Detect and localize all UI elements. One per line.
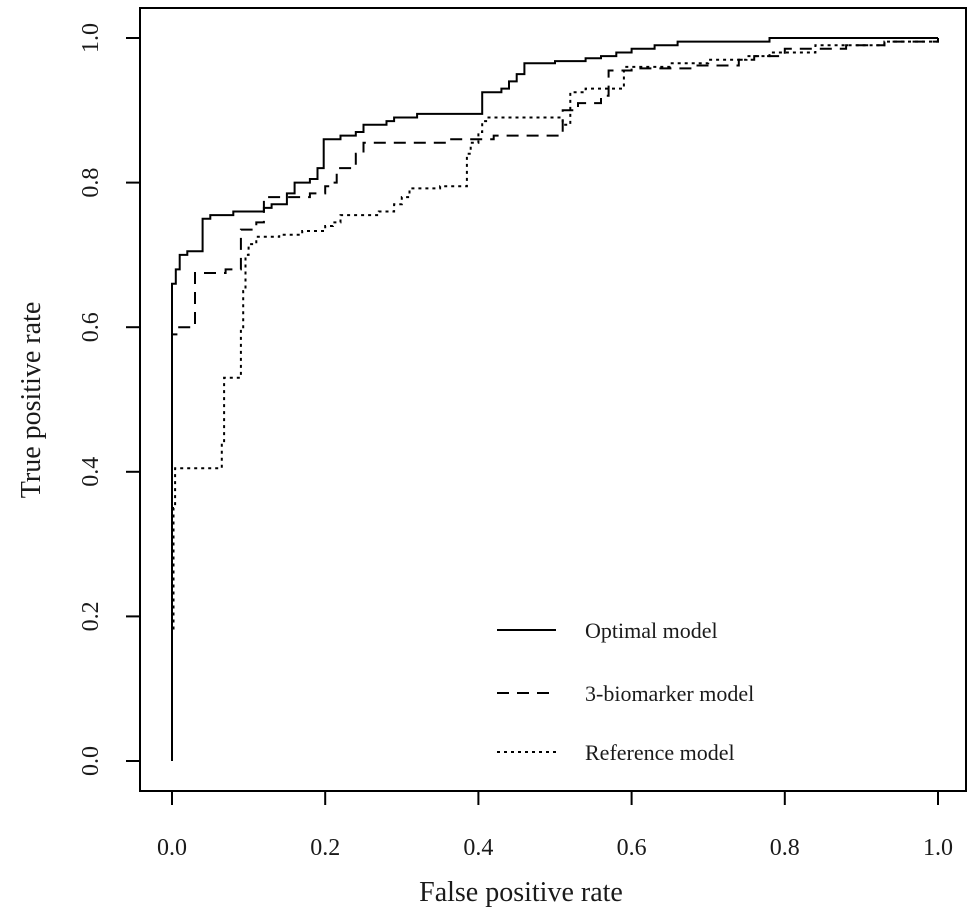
x-axis: 0.0 0.2 0.4 0.6 0.8 1.0: [157, 790, 953, 861]
series-line-reference-model: [171, 38, 939, 761]
x-axis-title: False positive rate: [419, 877, 623, 908]
y-tick-label: 0.2: [78, 601, 104, 631]
x-tick-label: 0.0: [157, 835, 187, 861]
series-line-3-biomarker-model: [171, 38, 939, 761]
legend-label-reference: Reference model: [585, 740, 735, 765]
y-tick-label: 0.0: [78, 746, 104, 776]
y-tick-label: 1.0: [78, 23, 104, 53]
x-tick-label: 0.8: [770, 835, 800, 861]
series-layer: [171, 37, 939, 761]
legend: Optimal model 3-biomarker model Referenc…: [497, 618, 754, 765]
y-tick-label: 0.8: [78, 168, 104, 198]
x-tick-label: 1.0: [923, 835, 953, 861]
y-axis: 0.0 0.2 0.4 0.6 0.8 1.0: [78, 23, 141, 776]
y-axis-title: True positive rate: [16, 302, 47, 499]
series-line-optimal-model: [171, 37, 938, 761]
legend-label-3-biomarker: 3-biomarker model: [585, 681, 754, 706]
y-tick-label: 0.4: [78, 457, 104, 487]
plot-frame: [139, 7, 967, 792]
x-tick-label: 0.4: [463, 835, 493, 861]
x-tick-label: 0.2: [310, 835, 340, 861]
y-tick-label: 0.6: [78, 312, 104, 342]
x-tick-label: 0.6: [617, 835, 647, 861]
legend-label-optimal: Optimal model: [585, 618, 718, 643]
